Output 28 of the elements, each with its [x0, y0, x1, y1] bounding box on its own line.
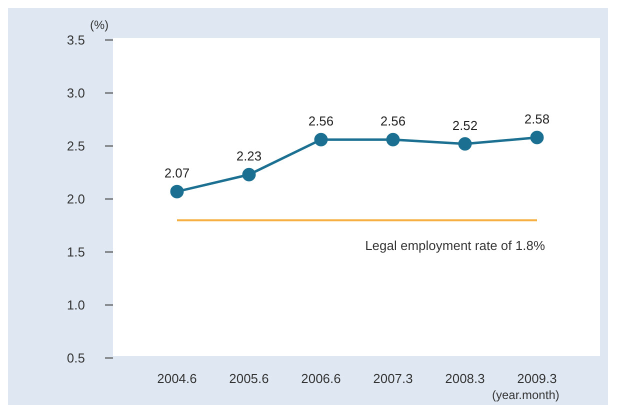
y-tick-label: 0.5 [66, 350, 85, 366]
x-tick-label: 2007.3 [373, 371, 413, 386]
point [530, 130, 544, 144]
y-tick-label: 3.5 [66, 32, 85, 48]
y-tick-label: 3.0 [66, 86, 85, 101]
ref-line-label: Legal employment rate of 1.8% [365, 238, 546, 254]
data-label: 2.23 [236, 148, 262, 164]
y-tick-label: 2.5 [66, 138, 85, 154]
x-tick-label: 2004.6 [157, 371, 197, 386]
point [242, 168, 256, 182]
x-tick-label: 2005.6 [229, 371, 269, 386]
data-label: 2.52 [452, 118, 478, 133]
y-axis-title: (%) [90, 18, 109, 32]
data-label: 2.58 [524, 112, 550, 127]
point [314, 132, 328, 146]
y-tick-label: 1.5 [66, 244, 85, 260]
point [170, 184, 184, 198]
point [386, 132, 400, 146]
x-tick-label: 2006.6 [301, 371, 341, 386]
x-axis-title: (year.month) [492, 388, 560, 402]
data-label: 2.56 [380, 114, 406, 129]
data-label: 2.07 [164, 166, 190, 181]
data-label: 2.56 [308, 114, 334, 129]
x-tick-label: 2009.3 [517, 371, 557, 386]
x-tick-label: 2008.3 [445, 371, 485, 386]
point [458, 137, 472, 151]
y-tick-label: 1.0 [66, 298, 85, 313]
y-tick-label: 2.0 [66, 192, 85, 207]
